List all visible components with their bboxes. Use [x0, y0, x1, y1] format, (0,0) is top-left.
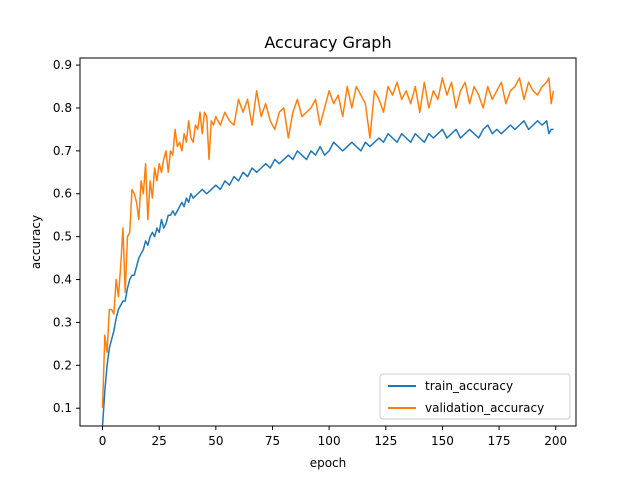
y-tick-label: 0.4 — [53, 273, 72, 287]
legend: train_accuracy validation_accuracy — [379, 373, 571, 420]
x-tick-label: 50 — [208, 434, 223, 448]
series-line-train-accuracy — [101, 120, 554, 426]
y-tick-label: 0.6 — [53, 187, 72, 201]
chart-title: Accuracy Graph — [264, 33, 391, 52]
series-line-validation-accuracy — [101, 77, 555, 409]
y-tick-label: 0.2 — [53, 358, 72, 372]
x-tick-label: 175 — [488, 434, 511, 448]
y-tick-label: 0.7 — [53, 144, 72, 158]
y-tick-label: 0.5 — [53, 230, 72, 244]
y-tick-label: 0.3 — [53, 315, 72, 329]
legend-box — [379, 373, 571, 420]
y-axis-label: accuracy — [29, 215, 43, 269]
x-tick-label: 200 — [544, 434, 567, 448]
x-tick-label: 150 — [431, 434, 454, 448]
y-axis-ticks: 0.1 0.2 0.3 0.4 0.5 0.6 0.7 0.8 0.9 — [53, 58, 80, 415]
x-tick-label: 100 — [318, 434, 341, 448]
y-tick-label: 0.8 — [53, 101, 72, 115]
x-tick-label: 25 — [152, 434, 167, 448]
x-tick-label: 0 — [99, 434, 107, 448]
legend-label-validation-accuracy: validation_accuracy — [425, 401, 544, 415]
y-tick-label: 0.1 — [53, 401, 72, 415]
x-tick-label: 125 — [374, 434, 397, 448]
x-axis-label: epoch — [310, 456, 347, 470]
x-axis-ticks: 0 25 50 75 100 125 150 175 200 — [99, 426, 567, 448]
series-layer — [101, 77, 555, 426]
plot-frame — [79, 57, 577, 427]
legend-label-train-accuracy: train_accuracy — [425, 379, 513, 393]
y-tick-label: 0.9 — [53, 58, 72, 72]
x-tick-label: 75 — [265, 434, 280, 448]
